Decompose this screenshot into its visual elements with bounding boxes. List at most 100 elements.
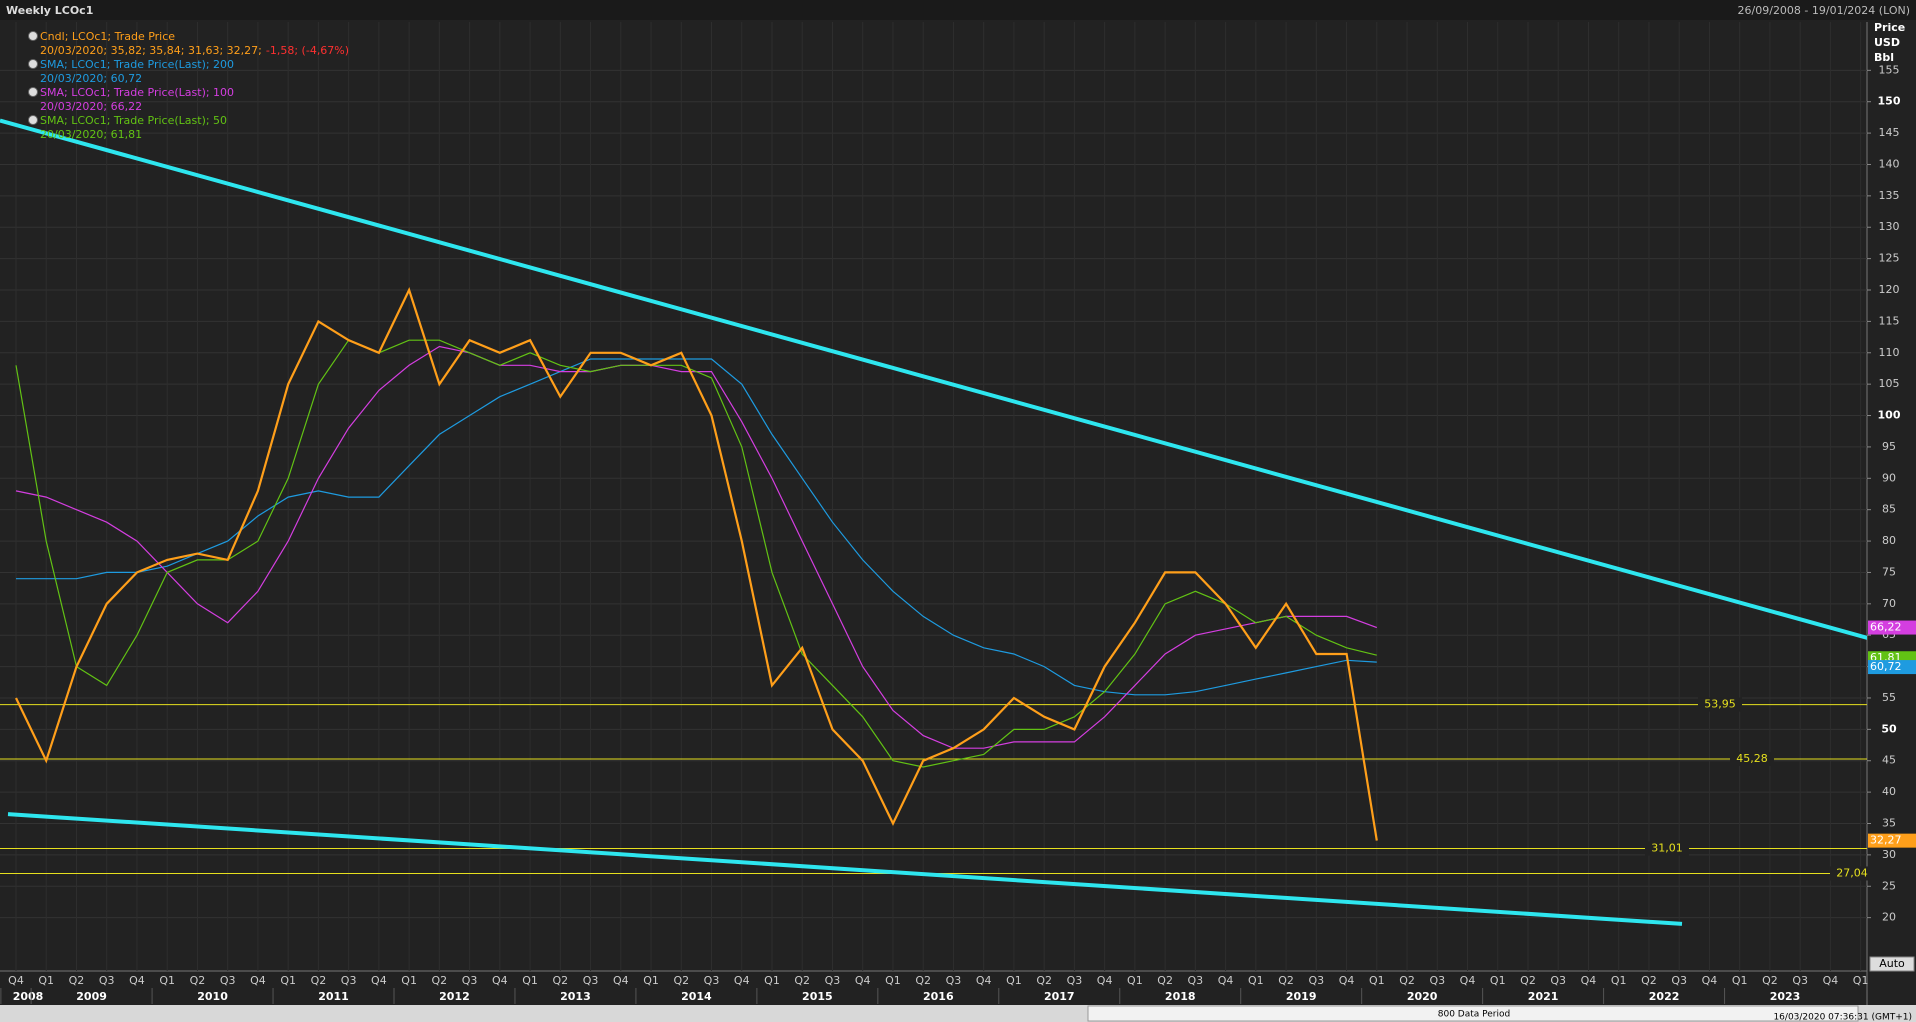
x-tick-label: Q4 [734, 974, 750, 987]
plot [0, 118, 1867, 926]
x-tick-label: Q2 [432, 974, 448, 987]
x-tick-label: Q1 [1611, 974, 1627, 987]
x-tick-label: Q3 [704, 974, 720, 987]
x-year-label: 2021 [1528, 990, 1559, 1003]
y-tick-label: 80 [1882, 534, 1896, 547]
series-line [15, 339, 1377, 768]
x-year-label: 2019 [1286, 990, 1317, 1003]
y-tick-label: 85 [1882, 503, 1896, 516]
series-line [16, 358, 1377, 696]
x-tick-label: Q3 [1792, 974, 1808, 987]
x-year-label: 2016 [923, 990, 954, 1003]
legend-icon[interactable] [28, 31, 38, 41]
x-tick-label: Q2 [1036, 974, 1052, 987]
x-year-label: 2023 [1770, 990, 1801, 1003]
x-tick-label: Q2 [1399, 974, 1415, 987]
legend-name: SMA; LCOc1; Trade Price(Last); 50 [40, 114, 227, 127]
x-tick-label: Q4 [492, 974, 508, 987]
last-value-box [1868, 620, 1916, 635]
x-tick-label: Q1 [885, 974, 901, 987]
axis-title: Price [1874, 21, 1905, 34]
x-tick-label: Q4 [371, 974, 387, 987]
x-tick-label: Q2 [794, 974, 810, 987]
legend-name: SMA; LCOc1; Trade Price(Last); 200 [40, 58, 234, 71]
x-tick-label: Q4 [1097, 974, 1113, 987]
y-tick-label: 110 [1879, 346, 1900, 359]
axis-title: USD [1874, 36, 1900, 49]
series-line [15, 345, 1378, 749]
x-tick-label: Q2 [311, 974, 327, 987]
x-tick-label: Q1 [764, 974, 780, 987]
x-tick-label: Q4 [855, 974, 871, 987]
axis-title: Bbl [1874, 51, 1894, 64]
x-tick-label: Q4 [1823, 974, 1839, 987]
x-tick-label: Q2 [1641, 974, 1657, 987]
y-tick-label: 105 [1879, 377, 1900, 390]
y-tick-label: 145 [1879, 126, 1900, 139]
x-year-label: 2008 [13, 990, 44, 1003]
x-tick-label: Q1 [1006, 974, 1022, 987]
x-tick-label: Q1 [1248, 974, 1264, 987]
level-label: 31,01 [1651, 842, 1683, 855]
last-value-box [1868, 660, 1916, 675]
x-tick-label: Q1 [1732, 974, 1748, 987]
level-label: 53,95 [1704, 698, 1736, 711]
y-tick-label: 95 [1882, 440, 1896, 453]
level-label-bg [1698, 697, 1742, 712]
date-range: 26/09/2008 - 19/01/2024 (LON) [1738, 4, 1910, 17]
x-tick-label: Q3 [462, 974, 478, 987]
auto-button-label[interactable]: Auto [1879, 957, 1905, 970]
chart-title: Weekly LCOc1 [6, 4, 93, 17]
x-tick-label: Q3 [341, 974, 357, 987]
scroll-thumb[interactable] [1087, 1005, 1859, 1022]
x-tick-label: Q3 [220, 974, 236, 987]
level-label-bg [1830, 866, 1874, 881]
y-tick-label: 135 [1879, 189, 1900, 202]
x-tick-label: Q2 [190, 974, 206, 987]
legend-detail-text: 20/03/2020; 61,81 [40, 128, 142, 141]
data-period: 800 Data Period [1438, 1010, 1510, 1020]
y-tick-label: 55 [1882, 691, 1896, 704]
x-year-label: 2009 [76, 990, 107, 1003]
level-label-bg [1645, 841, 1689, 856]
last-value-label: 60,72 [1870, 660, 1902, 673]
legend-detail: 20/03/2020; 35,82; 35,84; 31,63; 32,27; -… [40, 44, 349, 57]
x-tick-label: Q4 [1460, 974, 1476, 987]
x-year-label: 2012 [439, 990, 470, 1003]
y-tick-label: 130 [1879, 220, 1900, 233]
x-tick-label: Q3 [1550, 974, 1566, 987]
legend-detail: 20/03/2020; 61,81 [40, 128, 142, 141]
x-tick-label: Q3 [1308, 974, 1324, 987]
x-tick-label: Q4 [1339, 974, 1355, 987]
x-tick-label: Q4 [1581, 974, 1597, 987]
x-tick-label: Q4 [129, 974, 145, 987]
x-tick-label: Q4 [8, 974, 24, 987]
last-value-box [1868, 833, 1916, 848]
trendline [7, 812, 1683, 926]
x-tick-label: Q1 [1369, 974, 1385, 987]
legend-icon[interactable] [28, 59, 38, 69]
x-tick-label: Q4 [976, 974, 992, 987]
x-tick-label: Q3 [1429, 974, 1445, 987]
legend-icon[interactable] [28, 115, 38, 125]
y-tick-label: 125 [1879, 252, 1900, 265]
legend-detail-text: 20/03/2020; 66,22 [40, 100, 142, 113]
x-tick-label: Q1 [159, 974, 175, 987]
x-tick-label: Q2 [1157, 974, 1173, 987]
legend-detail-text: 20/03/2020; 60,72 [40, 72, 142, 85]
x-tick-label: Q3 [825, 974, 841, 987]
auto-button[interactable] [1869, 956, 1915, 972]
legend-name: SMA; LCOc1; Trade Price(Last); 100 [40, 86, 234, 99]
x-tick-label: Q1 [38, 974, 54, 987]
y-tick-label: 140 [1879, 157, 1900, 170]
x-tick-label: Q3 [583, 974, 599, 987]
x-tick-label: Q2 [1520, 974, 1536, 987]
y-tick-label: 25 [1882, 879, 1896, 892]
y-tick-label: 45 [1882, 754, 1896, 767]
legend-icon[interactable] [28, 87, 38, 97]
y-tick-label: 35 [1882, 817, 1896, 830]
x-tick-label: Q1 [522, 974, 538, 987]
legend-detail: 20/03/2020; 66,22 [40, 100, 142, 113]
x-year-label: 2014 [681, 990, 712, 1003]
